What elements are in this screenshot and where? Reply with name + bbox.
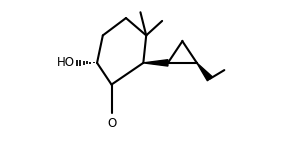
Polygon shape — [143, 60, 168, 66]
Text: HO: HO — [57, 56, 75, 69]
Polygon shape — [197, 63, 212, 81]
Text: O: O — [107, 117, 116, 130]
